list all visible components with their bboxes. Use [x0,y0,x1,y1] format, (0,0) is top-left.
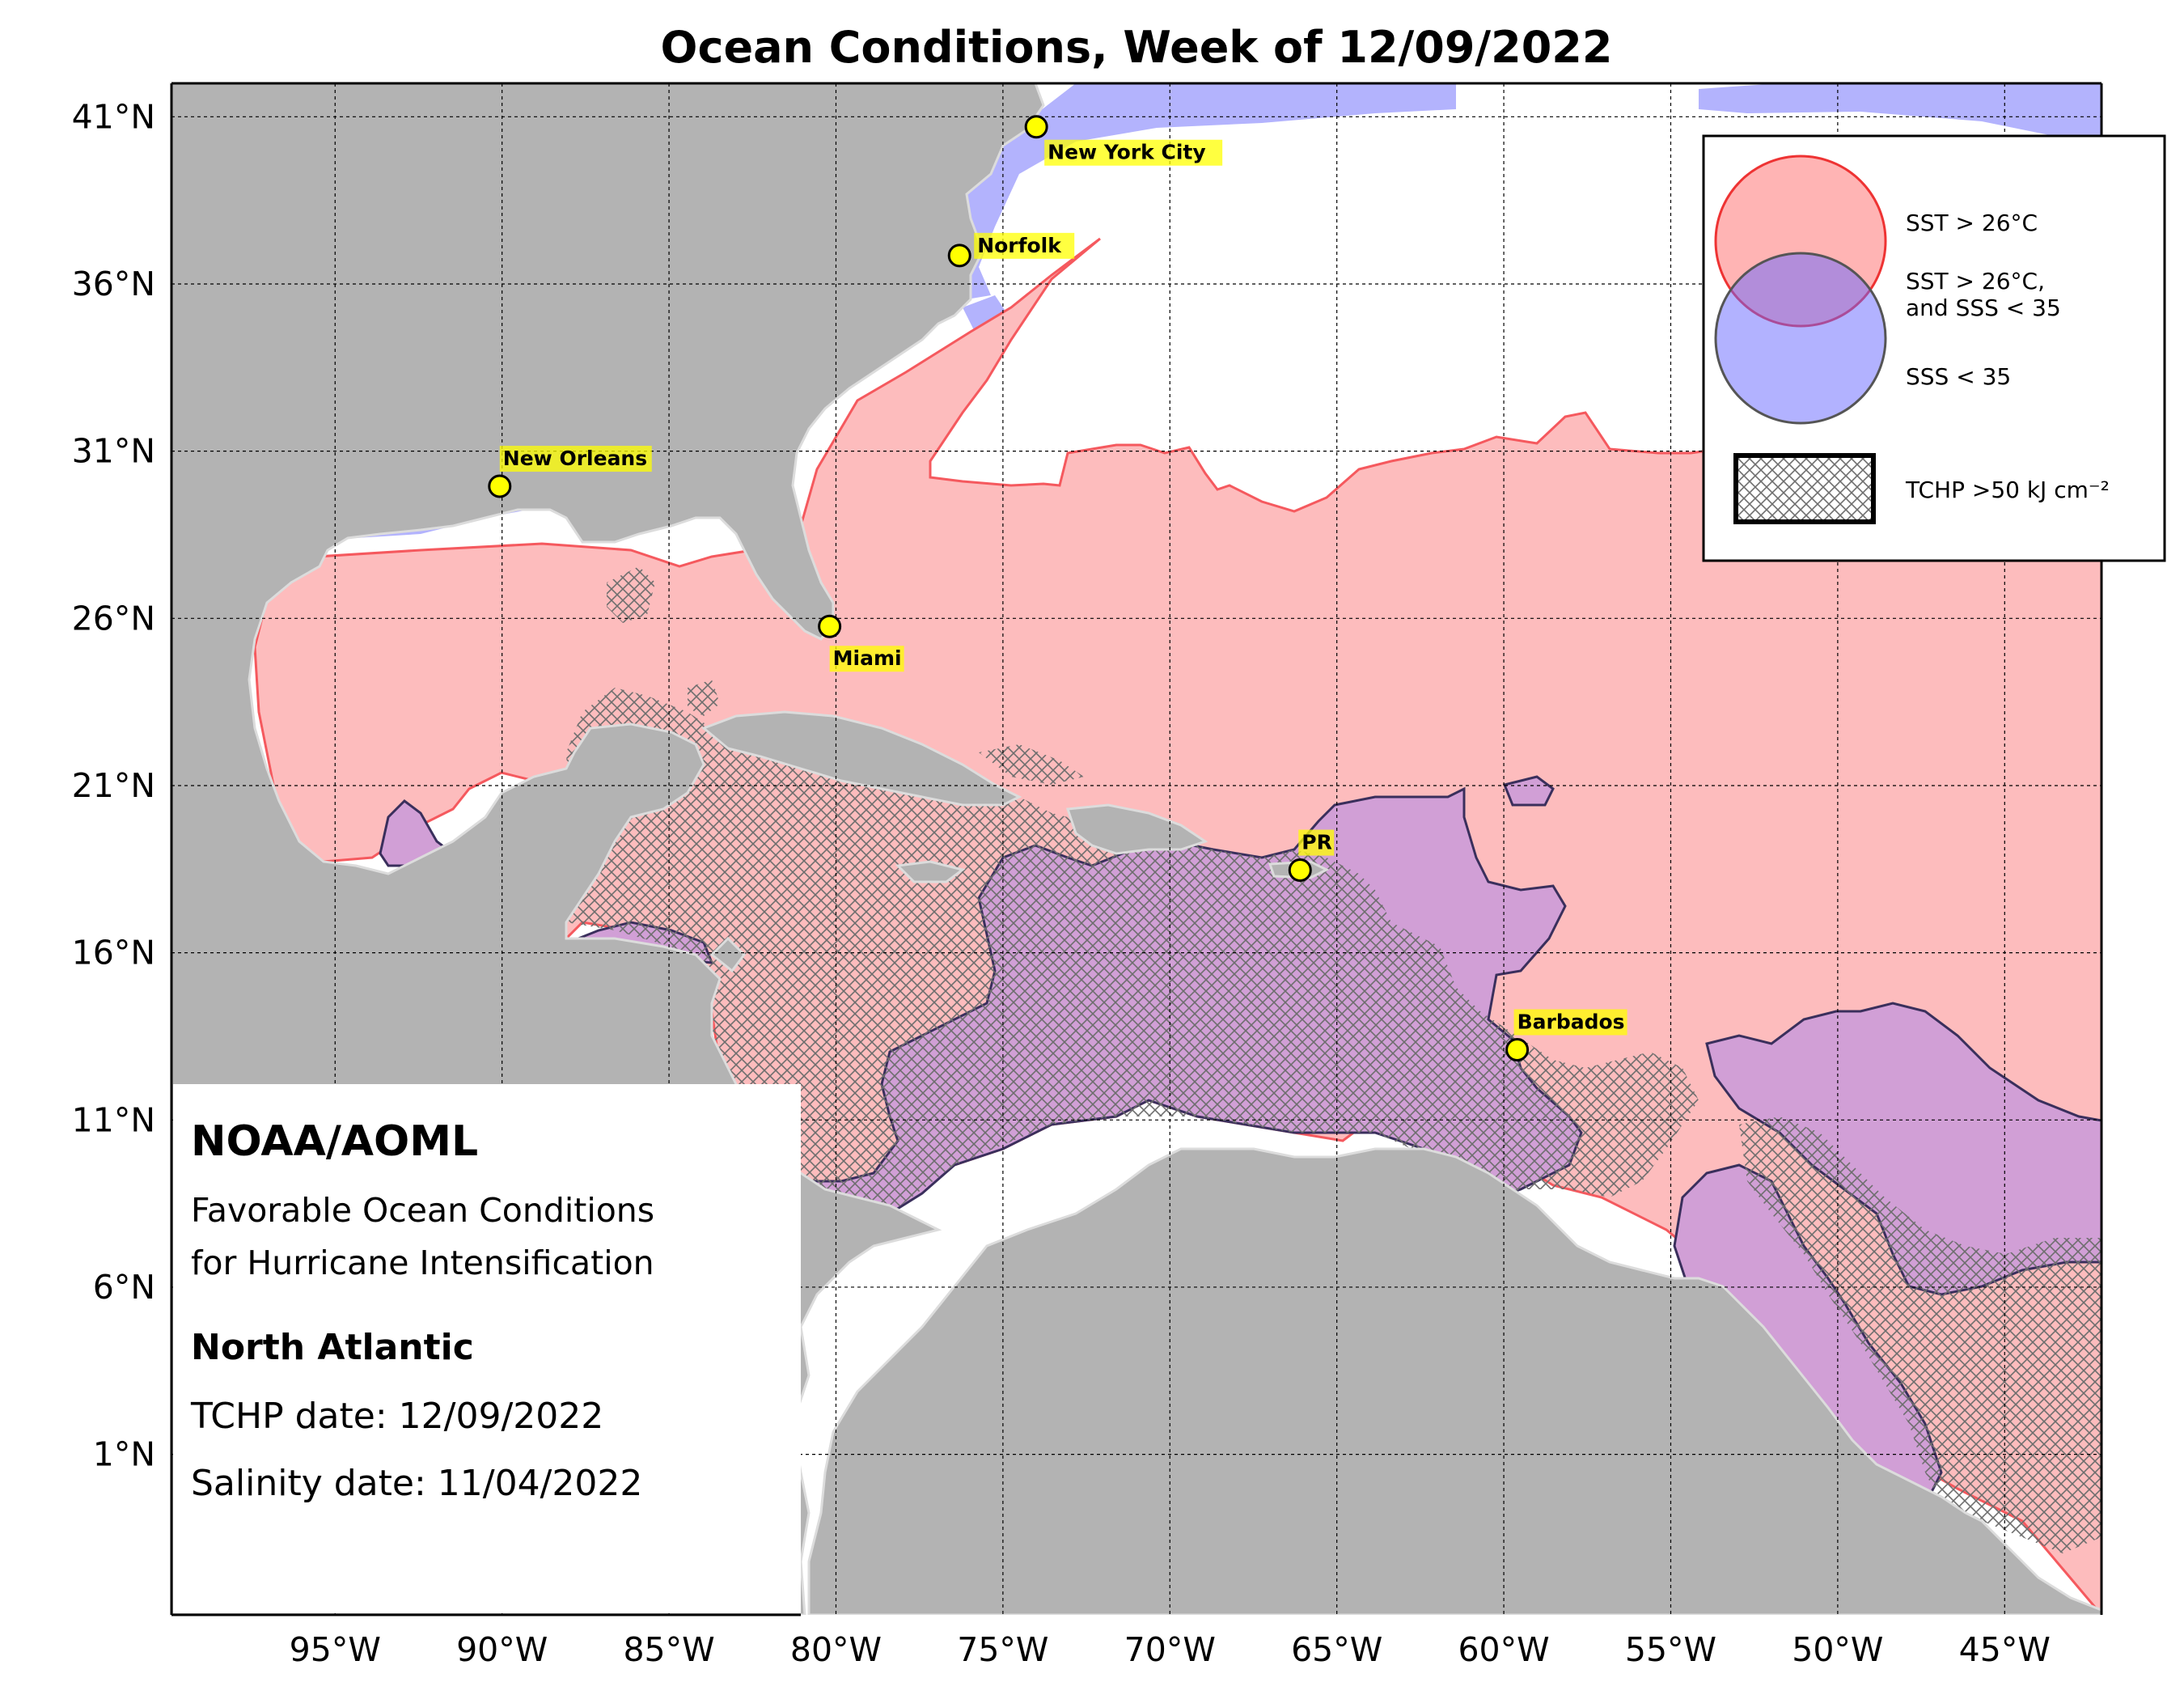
city-label-background [499,446,652,472]
longitude-labels: 95°W 90°W 85°W 80°W 75°W 70°W 65°W 60°W 55°W 50°W… [290,1630,2051,1669]
legend-tchp-label: TCHP >50 kJ cm⁻² [1905,477,2110,503]
tchp-area-gulf [607,566,655,623]
tchp-date-label: TCHP date: 12/09/2022 [190,1396,603,1437]
city-label-background [829,646,904,672]
city-marker: PR [1288,829,1335,883]
longitude-tick-label: 90°W [456,1630,548,1669]
overlap-north-caribbean-isle [1502,775,1555,807]
legend-tchp-swatch [1733,453,1876,524]
tchp-area-bahamas [979,744,1084,785]
longitude-tick-label: 60°W [1458,1630,1549,1669]
legend-sss-circle [1714,252,1887,425]
city-dot [1024,115,1048,139]
city-marker: Barbados [1505,1009,1627,1061]
city-dot [488,474,512,498]
longitude-tick-label: 45°W [1959,1630,2051,1669]
city-dot [1288,858,1312,883]
city-label-background [1298,829,1335,856]
tchp-area-gulf-2 [688,680,720,716]
legend-sss-label: SSS < 35 [1906,363,2011,390]
city-label: New Orleans [503,447,647,470]
longitude-tick-label: 75°W [957,1630,1048,1669]
gridlines [171,83,2101,1615]
latitude-tick-label: 36°N [72,265,155,303]
city-label-background [974,232,1075,259]
longitude-tick-label: 65°W [1291,1630,1382,1669]
city-label: Barbados [1517,1010,1625,1033]
longitude-tick-label: 50°W [1792,1630,1883,1669]
map-title: Ocean Conditions, Week of 12/09/2022 [661,22,1613,73]
latitude-tick-label: 1°N [93,1435,155,1474]
city-label-background [1044,139,1223,166]
tchp-areas [566,566,2101,1553]
city-dot [818,614,842,638]
latitude-tick-label: 6°N [93,1268,155,1307]
longitude-tick-label: 95°W [290,1630,381,1669]
tchp-area-caribbean [566,688,1699,1214]
legend: SST > 26°C SST > 26°C, and SSS < 35 SSS … [1702,134,2166,562]
land-south-america [807,1147,2101,1615]
city-dot [947,244,971,268]
city-marker: New Orleans [488,446,652,498]
description-line-2: for Hurricane Intensification [191,1244,654,1282]
legend-sst-label: SST > 26°C [1906,210,2038,236]
city-marker: New York City [1024,115,1223,166]
city-markers: New York City Norfolk New Orleans Miami PR Ba… [488,115,1627,1061]
longitude-tick-label: 85°W [623,1630,714,1669]
city-label: Norfolk [977,234,1062,257]
info-panel: NOAA/AOML Favorable Ocean Conditions for… [173,1084,801,1613]
longitude-tick-label: 70°W [1124,1630,1216,1669]
legend-both-label-2: and SSS < 35 [1906,294,2061,321]
sss-area-far-northeast [1699,83,2101,146]
city-label: New York City [1048,141,1205,164]
longitude-tick-label: 55°W [1625,1630,1716,1669]
latitude-tick-label: 41°N [72,97,155,136]
longitude-tick-label: 80°W [790,1630,882,1669]
description-line-1: Favorable Ocean Conditions [191,1191,654,1230]
city-label: PR [1302,831,1332,854]
latitude-tick-label: 11°N [72,1100,155,1139]
org-label: NOAA/AOML [191,1117,478,1166]
city-label-background [1513,1009,1627,1036]
city-label: Miami [833,646,902,670]
tchp-area-east [1739,1116,2101,1553]
latitude-tick-label: 26°N [72,599,155,638]
latitude-tick-label: 16°N [72,934,155,972]
salinity-date-label: Salinity date: 11/04/2022 [191,1463,642,1504]
latitude-tick-label: 21°N [72,766,155,805]
latitude-tick-label: 31°N [72,432,155,471]
land-yucatan-caps [709,936,746,973]
city-marker: Miami [818,614,904,672]
sss-area-northeast [954,83,1456,299]
land-cuba [701,710,1022,807]
info-panel-background [173,1084,801,1613]
region-label: North Atlantic [191,1327,474,1368]
legend-both-label-1: SST > 26°C, [1906,268,2045,294]
land-hispaniola [1065,803,1208,855]
latitude-labels: 41°N 36°N 31°N 26°N 21°N 16°N 11°N 6°N 1°N [72,97,155,1473]
city-dot [1505,1037,1530,1061]
city-marker: Norfolk [947,232,1075,268]
land-jamaica [895,860,966,883]
